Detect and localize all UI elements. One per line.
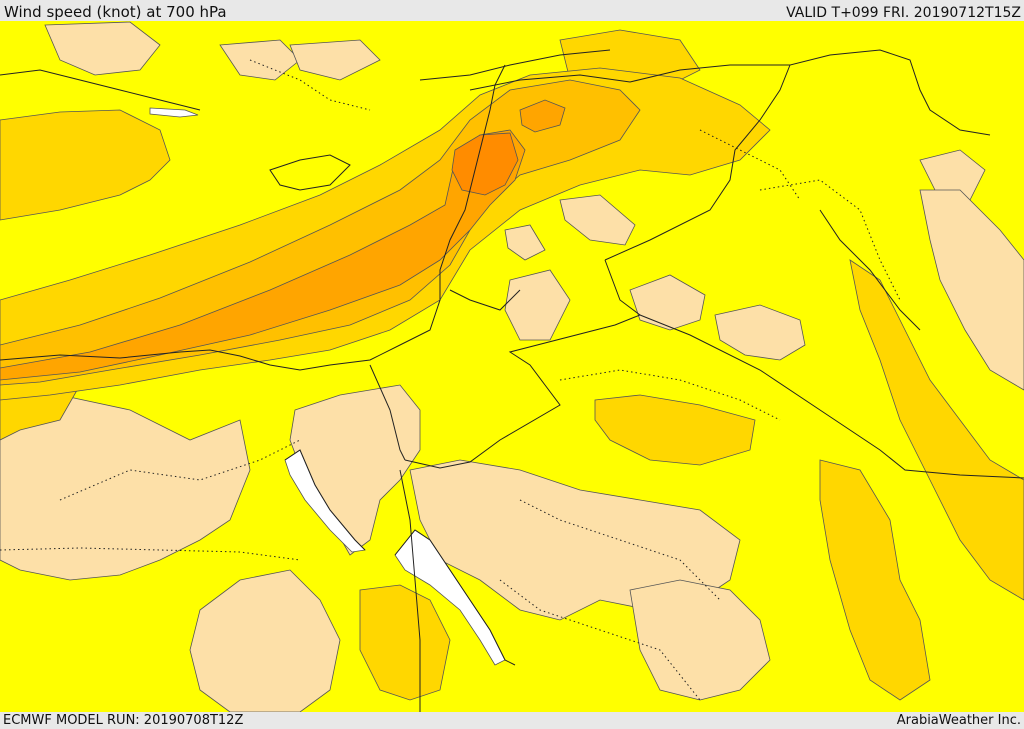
credit-label: ArabiaWeather Inc. (896, 713, 1021, 728)
country-border (449, 289, 521, 311)
admin-boundary (759, 179, 901, 301)
low-wind-area (629, 274, 706, 331)
country-border (404, 259, 642, 469)
wind-band-area (849, 259, 1024, 601)
admin-boundary (559, 369, 781, 421)
wind-band-area (594, 394, 756, 466)
coastline (269, 154, 351, 191)
low-wind-area (504, 224, 546, 261)
country-border (369, 364, 406, 461)
wind-band-area (819, 459, 931, 701)
admin-boundary (519, 499, 721, 601)
moderate-wind-areas (0, 29, 1024, 701)
country-border (469, 64, 790, 91)
coastline (284, 449, 366, 551)
map-title: Wind speed (knot) at 700 hPa (4, 3, 227, 21)
coastline (419, 49, 611, 81)
low-wind-area (289, 39, 381, 81)
low-wind-area (919, 189, 1024, 391)
jet-core (451, 132, 519, 196)
admin-boundary (59, 439, 301, 501)
low-wind-area (219, 39, 301, 81)
country-borders (369, 49, 1024, 712)
admin-boundaries (0, 59, 901, 701)
low-wind-area (559, 194, 636, 246)
coastline (394, 529, 516, 666)
coastlines (0, 49, 921, 666)
low-wind-area (714, 304, 806, 361)
coastline (0, 64, 506, 371)
coastline (819, 209, 921, 331)
model-run-label: ECMWF MODEL RUN: 20190708T12Z (3, 713, 244, 728)
admin-boundary (499, 579, 701, 701)
wind-band-area (0, 109, 171, 221)
low-wind-area (0, 394, 251, 581)
low-wind-area (504, 269, 571, 341)
jet-core (519, 99, 566, 133)
weather-map (0, 21, 1024, 712)
country-border (639, 314, 1024, 479)
coastline (0, 69, 201, 111)
water-body (149, 107, 199, 118)
low-wind-areas (0, 21, 1024, 712)
low-wind-area (189, 569, 341, 712)
jet-band (0, 67, 771, 401)
footer-bar: ECMWF MODEL RUN: 20190708T12Z ArabiaWeat… (0, 712, 1024, 729)
low-wind-area (44, 21, 161, 76)
valid-time-label: VALID T+099 FRI. 20190712T15Z (786, 5, 1021, 21)
country-border (399, 469, 421, 712)
wind-band-area (359, 584, 451, 701)
header-bar: Wind speed (knot) at 700 hPa VALID T+099… (0, 0, 1024, 21)
low-wind-area (629, 579, 771, 701)
